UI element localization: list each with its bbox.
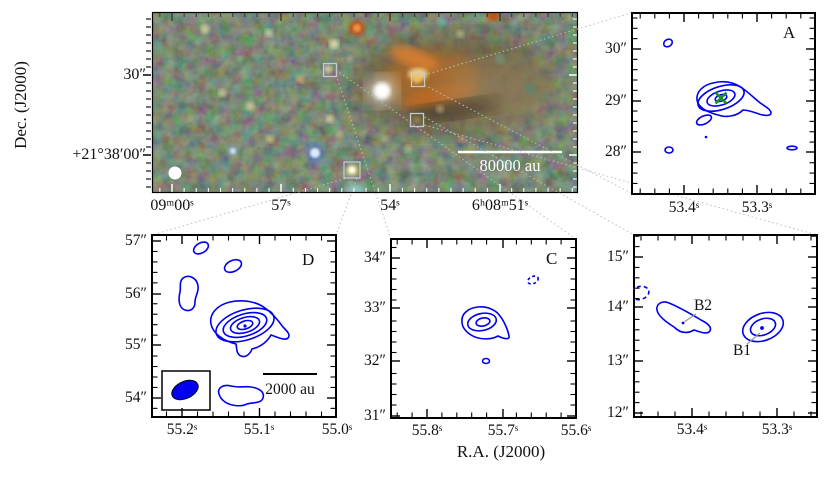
main-ra-tick: 09ᵐ00ˢ bbox=[150, 197, 194, 214]
main-dec-tick: +21°38′00″ bbox=[72, 146, 146, 163]
panel-b-ticks bbox=[635, 235, 816, 416]
contours-b bbox=[633, 285, 785, 343]
beam-circle bbox=[168, 166, 182, 180]
panel-d-inset: 2000 au bbox=[151, 234, 337, 418]
main-ra-tick: 54ˢ bbox=[380, 197, 400, 214]
panel-a-ra-tick: 53.4ˢ bbox=[668, 199, 700, 216]
scale-bar-inset: 2000 au bbox=[263, 373, 317, 398]
panel-a-dec-tick: 30″ bbox=[605, 40, 627, 57]
panel-d-dec-tick: 56″ bbox=[125, 285, 147, 302]
panel-b-ra-tick: 53.4ˢ bbox=[676, 421, 708, 438]
main-dec-tick: 30″ bbox=[123, 66, 146, 83]
panel-b-inset: B2 B1 bbox=[633, 234, 818, 418]
panel-c-inset bbox=[390, 238, 577, 419]
panel-c-dec-tick: 31″ bbox=[364, 407, 386, 424]
beam-ellipse bbox=[171, 379, 199, 401]
panel-c-letter: C bbox=[546, 249, 558, 268]
main-axis-outer-ticks bbox=[143, 18, 151, 188]
panel-b-dec-tick: 13″ bbox=[607, 352, 629, 369]
panel-c-ticks bbox=[392, 240, 577, 417]
source-label-pointers bbox=[683, 313, 761, 345]
source-cross-marker bbox=[714, 91, 728, 105]
rgb-image-panel: 80000 au bbox=[143, 11, 579, 194]
panel-b-dec-tick: 12″ bbox=[607, 404, 629, 421]
panel-c-dec-tick: 33″ bbox=[364, 299, 386, 316]
source-label-b1: B1 bbox=[733, 342, 751, 359]
panel-c-ra-tick: 55.6ˢ bbox=[560, 422, 592, 439]
sky-background: 80000 au bbox=[152, 12, 578, 193]
contours-d bbox=[178, 241, 290, 407]
beam-inset bbox=[161, 370, 211, 411]
panel-b-dec-tick: 15″ bbox=[607, 248, 629, 265]
panel-a-dec-tick: 28″ bbox=[605, 143, 627, 160]
panel-a-ra-tick: 53.3ˢ bbox=[741, 199, 773, 216]
panel-d-letter: D bbox=[302, 250, 315, 269]
panel-d-ra-tick: 55.2ˢ bbox=[166, 421, 198, 438]
ra-axis-label: R.A. (J2000) bbox=[456, 442, 546, 461]
main-ra-tick: 57ˢ bbox=[271, 197, 291, 214]
contours-c bbox=[461, 275, 539, 365]
panel-d-ra-tick: 55.0ˢ bbox=[321, 421, 353, 438]
panel-d-ra-tick: 55.1ˢ bbox=[243, 421, 275, 438]
panel-c-ra-tick: 55.8ˢ bbox=[411, 422, 443, 439]
panel-a-dec-tick: 29″ bbox=[605, 92, 627, 109]
panel-a-letter: A bbox=[783, 23, 796, 42]
panel-d-dec-tick: 55″ bbox=[125, 336, 147, 353]
panel-c-dec-tick: 34″ bbox=[364, 249, 386, 266]
panel-c-dec-tick: 32″ bbox=[364, 352, 386, 369]
scale-bar-inset-label: 2000 au bbox=[265, 381, 315, 398]
scale-bar-main-label: 80000 au bbox=[480, 156, 541, 175]
panel-c-ra-tick: 55.7ˢ bbox=[487, 422, 519, 439]
panel-d-dec-tick: 54″ bbox=[125, 389, 147, 406]
panel-b-ra-tick: 53.3ˢ bbox=[761, 421, 793, 438]
panel-b-dec-tick: 14″ bbox=[607, 298, 629, 315]
panel-d-dec-tick: 57″ bbox=[125, 232, 147, 249]
main-ra-tick: 6ʰ08ᵐ51ˢ bbox=[471, 197, 529, 214]
source-label-b2: B2 bbox=[694, 297, 712, 314]
